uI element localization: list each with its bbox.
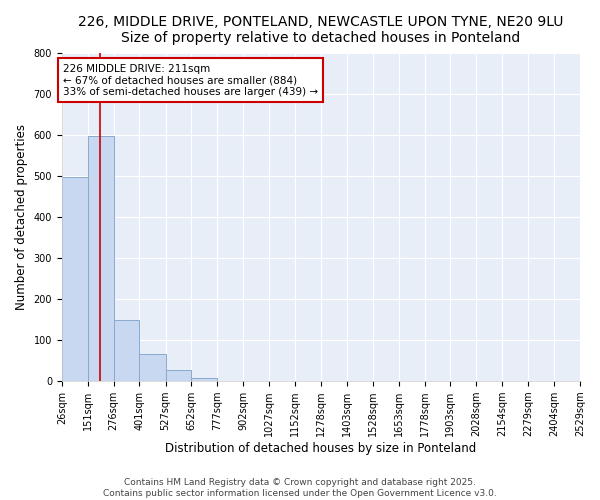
X-axis label: Distribution of detached houses by size in Ponteland: Distribution of detached houses by size …: [165, 442, 476, 455]
Bar: [139, 354, 166, 381]
Bar: [191, 378, 217, 381]
Y-axis label: Number of detached properties: Number of detached properties: [15, 124, 28, 310]
Text: Contains HM Land Registry data © Crown copyright and database right 2025.
Contai: Contains HM Land Registry data © Crown c…: [103, 478, 497, 498]
Bar: [113, 320, 139, 381]
Bar: [62, 178, 88, 381]
Text: 226 MIDDLE DRIVE: 211sqm
← 67% of detached houses are smaller (884)
33% of semi-: 226 MIDDLE DRIVE: 211sqm ← 67% of detach…: [63, 64, 318, 97]
Bar: [88, 136, 113, 381]
Bar: [166, 370, 191, 381]
Title: 226, MIDDLE DRIVE, PONTELAND, NEWCASTLE UPON TYNE, NE20 9LU
Size of property rel: 226, MIDDLE DRIVE, PONTELAND, NEWCASTLE …: [78, 15, 563, 45]
